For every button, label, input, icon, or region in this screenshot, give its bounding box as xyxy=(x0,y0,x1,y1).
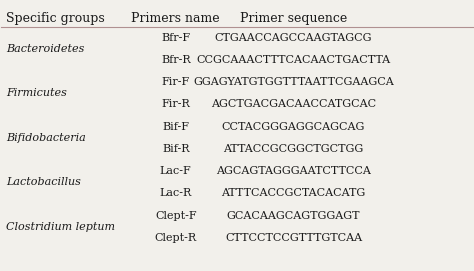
Text: Bfr-R: Bfr-R xyxy=(161,55,191,65)
Text: GCACAAGCAGTGGAGT: GCACAAGCAGTGGAGT xyxy=(227,211,360,221)
Text: CTGAACCAGCCAAGTAGCG: CTGAACCAGCCAAGTAGCG xyxy=(215,33,372,43)
Text: Primer sequence: Primer sequence xyxy=(240,12,347,25)
Text: Clept-F: Clept-F xyxy=(155,211,197,221)
Text: Bif-R: Bif-R xyxy=(162,144,190,154)
Text: Lac-R: Lac-R xyxy=(160,188,192,198)
Text: ATTACCGCGGCTGCTGG: ATTACCGCGGCTGCTGG xyxy=(223,144,364,154)
Text: CCTACGGGAGGCAGCAG: CCTACGGGAGGCAGCAG xyxy=(222,122,365,132)
Text: Primers name: Primers name xyxy=(131,12,220,25)
Text: CCGCAAACTTTCACAACTGACTTA: CCGCAAACTTTCACAACTGACTTA xyxy=(197,55,391,65)
Text: CTTCCTCCGTTTGTCAA: CTTCCTCCGTTTGTCAA xyxy=(225,233,362,243)
Text: Clostridium leptum: Clostridium leptum xyxy=(6,222,115,232)
Text: Bacteroidetes: Bacteroidetes xyxy=(6,44,84,54)
Text: Firmicutes: Firmicutes xyxy=(6,88,67,98)
Text: Lactobacillus: Lactobacillus xyxy=(6,177,81,187)
Text: Fir-F: Fir-F xyxy=(162,77,190,87)
Text: Lac-F: Lac-F xyxy=(160,166,191,176)
Text: Bifidobacteria: Bifidobacteria xyxy=(6,133,86,143)
Text: ATTTCACCGCTACACATG: ATTTCACCGCTACACATG xyxy=(221,188,365,198)
Text: Fir-R: Fir-R xyxy=(161,99,190,109)
Text: Clept-R: Clept-R xyxy=(155,233,197,243)
Text: Bif-F: Bif-F xyxy=(162,122,189,132)
Text: AGCAGTAGGGAATCTTCCA: AGCAGTAGGGAATCTTCCA xyxy=(216,166,371,176)
Text: Bfr-F: Bfr-F xyxy=(161,33,190,43)
Text: GGAGYATGTGGTTTAATTCGAAGCA: GGAGYATGTGGTTTAATTCGAAGCA xyxy=(193,77,394,87)
Text: Specific groups: Specific groups xyxy=(6,12,105,25)
Text: AGCTGACGACAACCATGCAC: AGCTGACGACAACCATGCAC xyxy=(211,99,376,109)
